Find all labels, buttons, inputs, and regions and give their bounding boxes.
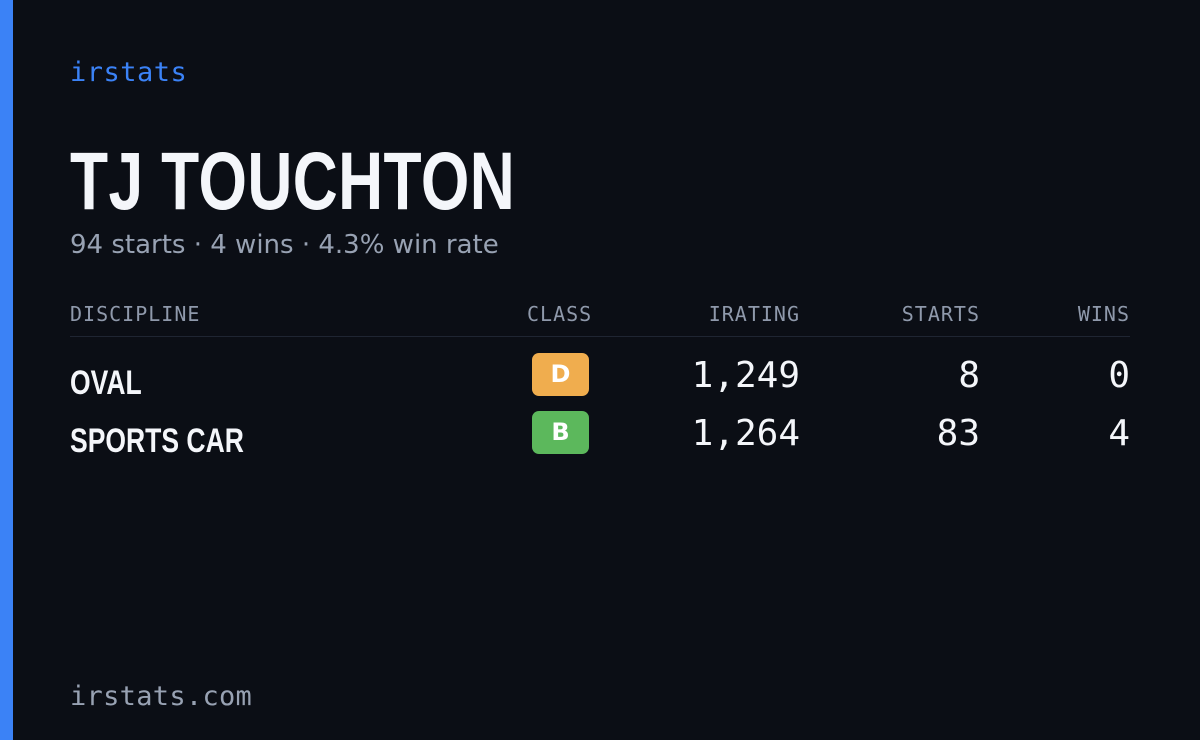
license-class-badge: D (532, 353, 589, 396)
starts-value: 8 (958, 355, 980, 396)
starts-value: 83 (936, 413, 980, 454)
wins-value: 4 (1108, 413, 1130, 454)
header-wins: WINS (1077, 302, 1130, 326)
wins-value: 0 (1108, 355, 1130, 396)
irating-value: 1,249 (691, 355, 800, 396)
brand-logo-text: irstats (70, 57, 188, 88)
header-irating: IRATING (708, 302, 800, 326)
irating-value: 1,264 (691, 413, 800, 454)
accent-bar (0, 0, 13, 740)
discipline-name: OVAL (70, 364, 142, 402)
driver-name: TJ TOUCHTON (70, 136, 516, 227)
footer-domain: irstats.com (70, 681, 253, 712)
discipline-name: SPORTS CAR (70, 422, 244, 460)
header-class: CLASS (527, 302, 593, 326)
table-row: SPORTS CAR B 1,264 83 4 (70, 411, 1130, 469)
license-class-badge: B (532, 411, 589, 454)
header-discipline: DISCIPLINE (70, 302, 201, 326)
discipline-table: DISCIPLINE CLASS IRATING STARTS WINS OVA… (70, 298, 1130, 469)
table-row: OVAL D 1,249 8 0 (70, 353, 1130, 411)
table-header: DISCIPLINE CLASS IRATING STARTS WINS (70, 298, 1130, 337)
header-starts: STARTS (901, 302, 980, 326)
driver-summary: 94 starts · 4 wins · 4.3% win rate (70, 230, 499, 260)
